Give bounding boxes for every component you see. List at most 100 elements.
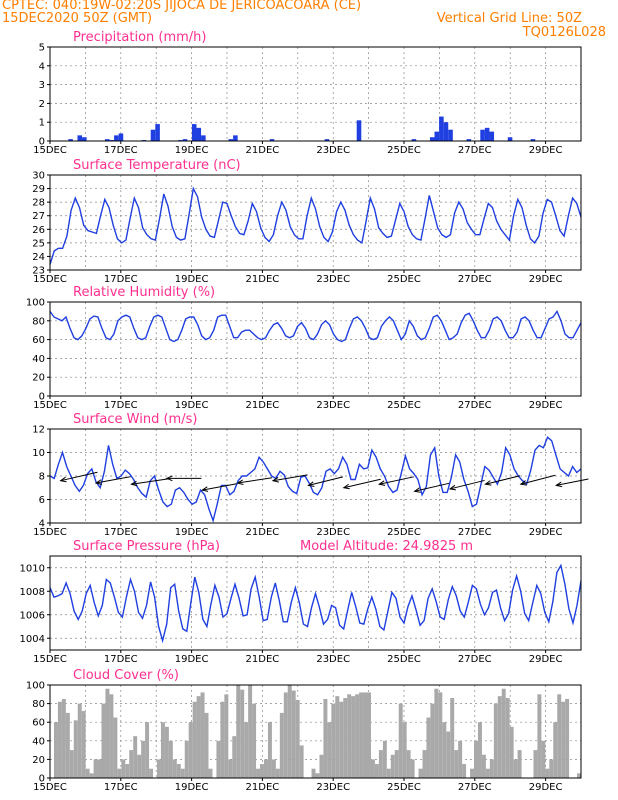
bar: [530, 139, 536, 141]
y-tick-label: 1010: [20, 563, 45, 574]
bar: [370, 759, 375, 778]
y-tick-label: 100: [26, 298, 45, 309]
y-tick-label: 8: [39, 472, 45, 483]
bar: [406, 750, 411, 778]
x-tick-label: 25DEC: [387, 145, 421, 156]
y-tick-label: 80: [32, 316, 45, 327]
wind-arrow: [202, 483, 237, 491]
bar: [557, 694, 562, 778]
bar: [82, 137, 87, 141]
x-tick-label: 23DEC: [316, 782, 350, 793]
x-tick-label: 15DEC: [33, 782, 67, 793]
x-tick-label: 23DEC: [316, 527, 350, 538]
bar: [133, 736, 138, 778]
bar: [182, 139, 188, 141]
y-tick-label: 29: [32, 184, 45, 195]
y-tick-label: 4: [39, 519, 45, 530]
bar: [402, 722, 407, 778]
bar: [114, 135, 119, 141]
bar: [323, 698, 328, 778]
bar: [176, 764, 181, 778]
y-tick-label: 27: [32, 211, 45, 222]
bar: [454, 750, 459, 778]
x-tick-label: 25DEC: [387, 782, 421, 793]
bar: [517, 750, 522, 778]
bar: [121, 759, 126, 778]
series-line: [49, 186, 582, 265]
bar: [311, 768, 316, 778]
panel-1: 0 1 2 3 4 5 15DEC 17DEC 19DEC 21DEC 23DEC 25DEC 27DE…: [33, 30, 582, 156]
bar: [188, 722, 193, 778]
wind-arrow-head: [236, 479, 244, 486]
wind-arrow-head: [377, 480, 386, 486]
bar: [509, 726, 514, 778]
x-tick-label: 17DEC: [104, 274, 138, 285]
y-tick-label: 26: [32, 225, 45, 236]
bar: [137, 754, 142, 778]
x-tick-label: 25DEC: [387, 654, 421, 665]
y-tick-label: 1004: [20, 634, 45, 645]
bar: [343, 698, 348, 778]
bar: [295, 699, 300, 778]
wind-arrow-head: [200, 486, 209, 492]
y-tick-label: 23: [32, 266, 45, 277]
y-tick-label: 1: [39, 118, 45, 129]
bar: [351, 696, 356, 778]
x-tick-label: 17DEC: [104, 782, 138, 793]
wind-arrow-head: [448, 484, 457, 491]
bar: [236, 685, 241, 778]
y-tick-label: 3: [39, 80, 45, 91]
bar: [545, 768, 550, 778]
panel-frame: [49, 46, 582, 142]
bar: [422, 750, 427, 778]
bar: [263, 759, 268, 778]
bar: [118, 133, 124, 141]
bar: [367, 692, 371, 778]
bar: [125, 764, 130, 778]
panel-title: Surface Wind (m/s): [73, 412, 197, 427]
bar: [216, 740, 221, 778]
y-tick-label: 80: [32, 699, 45, 710]
bar: [224, 694, 229, 778]
wind-arrow: [95, 476, 131, 484]
x-tick-label: 25DEC: [387, 400, 421, 411]
x-tick-label: 27DEC: [458, 400, 492, 411]
x-tick-label: 27DEC: [458, 654, 492, 665]
x-tick-label: 15DEC: [33, 527, 67, 538]
series-line: [49, 563, 582, 644]
bar: [577, 773, 581, 778]
wind-arrow: [520, 474, 556, 485]
bar: [168, 740, 173, 778]
bar: [553, 722, 558, 778]
bar: [299, 745, 304, 778]
bar: [287, 685, 292, 778]
bar: [65, 712, 70, 778]
bar: [359, 692, 364, 778]
bar: [549, 759, 554, 778]
bar: [145, 722, 150, 778]
bar: [204, 712, 209, 778]
bar: [541, 740, 546, 778]
bar: [398, 703, 403, 778]
bar: [184, 740, 189, 778]
bar: [501, 688, 506, 778]
bar: [105, 688, 110, 778]
x-tick-label: 27DEC: [458, 145, 492, 156]
bar: [201, 135, 206, 141]
x-tick-label: 15DEC: [33, 274, 67, 285]
bar: [244, 722, 249, 778]
x-tick-label: 15DEC: [33, 145, 67, 156]
bar: [374, 764, 379, 778]
x-tick-label: 17DEC: [104, 527, 138, 538]
bar: [497, 696, 502, 778]
y-tick-label: 1006: [20, 610, 45, 621]
y-tick-label: 0: [39, 392, 45, 403]
y-tick-label: 2: [39, 99, 45, 110]
panel-title: Precipitation (mm/h): [73, 30, 206, 45]
y-tick-label: 60: [32, 335, 45, 346]
x-tick-label: 23DEC: [316, 145, 350, 156]
x-tick-label: 23DEC: [316, 654, 350, 665]
bar: [462, 764, 467, 778]
bar: [228, 759, 233, 778]
